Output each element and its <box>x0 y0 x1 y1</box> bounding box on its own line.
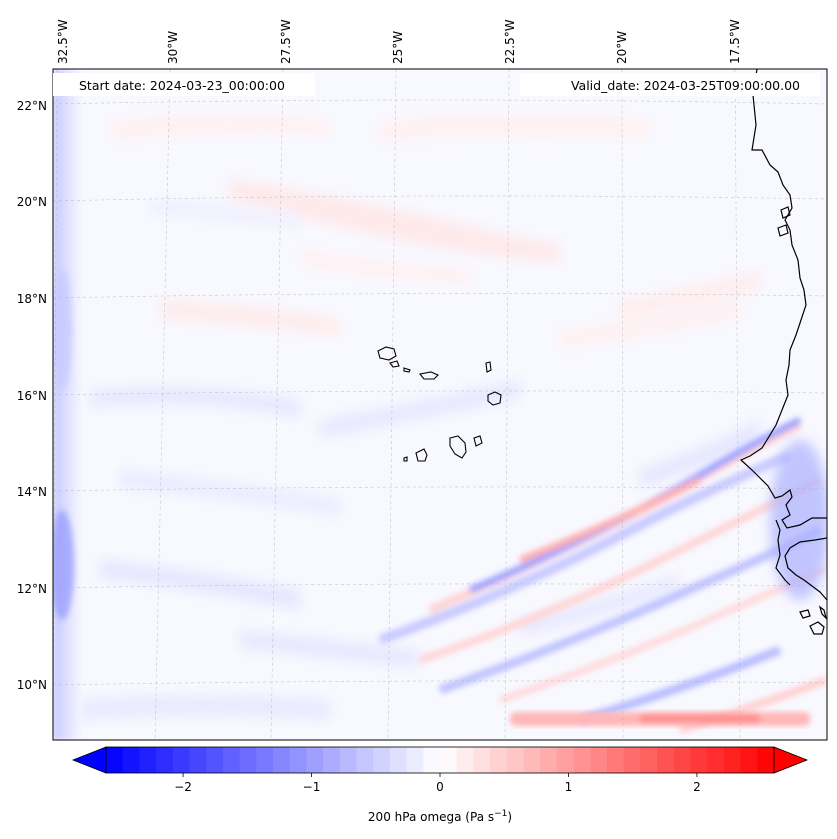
colorbar-cell <box>707 747 725 773</box>
colorbar-tick-label: −2 <box>174 780 192 794</box>
lat-tick: 12°N <box>17 582 47 596</box>
lon-tick: 32.5°W <box>56 19 70 64</box>
colorbar-tick-label: −1 <box>303 780 321 794</box>
omega-field <box>53 69 827 740</box>
lon-tick: 30°W <box>166 31 180 64</box>
colorbar-cell <box>306 747 324 773</box>
colorbar-label-text: 200 hPa omega (Pa s <box>368 810 494 824</box>
colorbar-cell <box>406 747 424 773</box>
map-frame <box>52 68 828 741</box>
lon-tick: 22.5°W <box>503 19 517 64</box>
lat-tick: 16°N <box>17 389 47 403</box>
colorbar-cell <box>657 747 675 773</box>
lat-tick: 20°N <box>17 195 47 209</box>
colorbar-cell <box>640 747 658 773</box>
colorbar-cell <box>490 747 508 773</box>
colorbar-cells <box>106 747 775 773</box>
colorbar-extend-min <box>71 746 107 774</box>
colorbar-cell <box>423 747 441 773</box>
colorbar-cell <box>356 747 374 773</box>
start-date: Start date: 2024-03-23_00:00:00 <box>53 73 315 96</box>
colorbar-cell <box>106 747 124 773</box>
lon-tick: 27.5°W <box>279 19 293 64</box>
lat-tick: 18°N <box>17 292 47 306</box>
colorbar-cell <box>540 747 558 773</box>
valid-date: Valid_date: 2024-03-25T09:00:00.00 <box>520 73 820 96</box>
cape-verde-islands <box>377 346 502 462</box>
colorbar-cell <box>139 747 157 773</box>
colorbar-label-close: ) <box>507 810 512 824</box>
colorbar-cell <box>573 747 591 773</box>
colorbar: −2 −1 0 1 2 200 hPa omega (Pa s−1) <box>71 746 809 824</box>
colorbar-label-superscript: −1 <box>494 809 507 819</box>
start-date-label: Start date: 2024-03-23_00:00:00 <box>79 78 285 93</box>
map-panel: Start date: 2024-03-23_00:00:00 Valid_da… <box>17 19 828 741</box>
lat-tick: 22°N <box>17 99 47 113</box>
colorbar-cell <box>373 747 391 773</box>
colorbar-cell <box>723 747 742 773</box>
colorbar-cell <box>473 747 491 773</box>
colorbar-tick-label: 2 <box>693 780 701 794</box>
lat-tick: 10°N <box>17 678 47 692</box>
colorbar-cell <box>623 747 641 773</box>
colorbar-cell <box>122 747 140 773</box>
colorbar-cell <box>189 747 207 773</box>
colorbar-label: 200 hPa omega (Pa s−1) <box>368 809 512 824</box>
colorbar-cell <box>690 747 708 773</box>
graticule <box>53 69 827 740</box>
colorbar-cell <box>740 747 758 773</box>
colorbar-extend-max <box>773 746 809 774</box>
colorbar-cell <box>172 747 191 773</box>
colorbar-tick-label: 1 <box>565 780 573 794</box>
colorbar-cell <box>222 747 241 773</box>
colorbar-tick-label: 0 <box>436 780 444 794</box>
colorbar-cell <box>389 747 408 773</box>
latitude-ticks: 22°N 20°N 18°N 16°N 14°N 12°N 10°N <box>17 99 47 692</box>
colorbar-cell <box>289 747 307 773</box>
colorbar-cell <box>757 747 775 773</box>
colorbar-cell <box>273 747 291 773</box>
lon-tick: 17.5°W <box>728 19 742 64</box>
colorbar-cell <box>323 747 341 773</box>
colorbar-cell <box>506 747 525 773</box>
lon-tick: 25°W <box>391 31 405 64</box>
colorbar-cell <box>256 747 274 773</box>
colorbar-cell <box>156 747 174 773</box>
longitude-ticks: 32.5°W 30°W 27.5°W 25°W 22.5°W 20°W 17.5… <box>56 19 742 64</box>
colorbar-cell <box>590 747 608 773</box>
lat-tick: 14°N <box>17 485 47 499</box>
colorbar-cell <box>239 747 257 773</box>
colorbar-ticks: −2 −1 0 1 2 <box>174 773 701 794</box>
african-coastline <box>739 69 827 635</box>
colorbar-cell <box>556 747 575 773</box>
colorbar-cell <box>440 747 458 773</box>
colorbar-cell <box>339 747 358 773</box>
colorbar-cell <box>607 747 625 773</box>
colorbar-cell <box>523 747 541 773</box>
colorbar-cell <box>673 747 692 773</box>
lon-tick: 20°W <box>615 31 629 64</box>
colorbar-cell <box>456 747 474 773</box>
colorbar-cell <box>206 747 224 773</box>
valid-date-label: Valid_date: 2024-03-25T09:00:00.00 <box>571 78 800 93</box>
